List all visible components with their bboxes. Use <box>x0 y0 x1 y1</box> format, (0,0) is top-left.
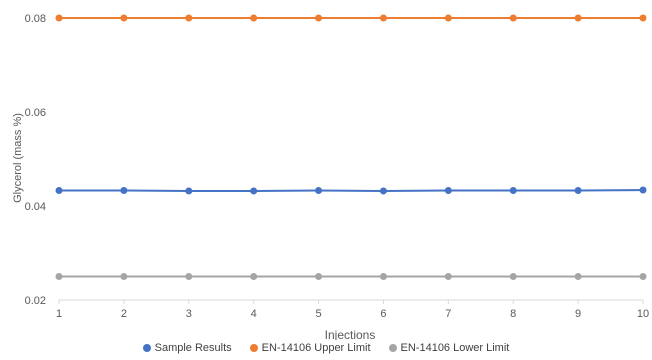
data-point-en-14106-lower-limit <box>509 273 517 280</box>
y-tick-label: 0.02 <box>25 295 46 307</box>
data-point-en-14106-lower-limit <box>379 273 387 280</box>
x-tick-label: 3 <box>186 308 192 320</box>
data-point-en-14106-lower-limit <box>574 273 582 280</box>
data-point-en-14106-upper-limit <box>379 14 387 22</box>
data-point-sample-results <box>574 186 582 194</box>
y-tick-label: 0.04 <box>25 201 46 213</box>
data-point-en-14106-upper-limit <box>444 14 452 22</box>
series-sample-results <box>55 186 647 195</box>
x-axis-label: Injections <box>325 328 376 340</box>
data-point-en-14106-lower-limit <box>315 273 323 280</box>
legend-label: Sample Results <box>154 342 232 354</box>
legend-label: EN-14106 Lower Limit <box>400 342 510 354</box>
y-tick-label: 0.08 <box>25 13 46 25</box>
data-point-en-14106-lower-limit <box>185 273 193 280</box>
axes: 0.02 0.04 0.06 0.08 1 2 3 4 5 6 7 8 9 10 <box>25 13 650 320</box>
x-tick-label: 5 <box>315 308 321 320</box>
data-point-en-14106-lower-limit <box>55 273 63 280</box>
series-en-14106-upper-limit <box>55 14 647 22</box>
x-tick-label: 1 <box>56 308 62 320</box>
series-line-sample-results <box>59 189 644 192</box>
series-layer <box>55 14 647 280</box>
y-tick-label: 0.06 <box>25 107 46 119</box>
data-point-en-14106-upper-limit <box>639 14 647 22</box>
data-point-sample-results <box>315 186 323 194</box>
x-tick-label: 9 <box>575 308 581 320</box>
legend-label: EN-14106 Upper Limit <box>261 342 371 354</box>
x-tick-label: 10 <box>637 308 649 320</box>
data-point-sample-results <box>250 187 258 195</box>
series-en-14106-lower-limit <box>55 273 647 280</box>
x-tick-label: 8 <box>510 308 516 320</box>
legend-marker-icon <box>142 344 151 352</box>
chart-svg: 0.02 0.04 0.06 0.08 1 2 3 4 5 6 7 8 9 10 Glycerol (ma… <box>12 13 650 342</box>
data-point-sample-results <box>509 186 517 194</box>
x-tick-label: 2 <box>121 308 127 320</box>
data-point-en-14106-lower-limit <box>444 273 452 280</box>
data-point-en-14106-lower-limit <box>639 273 647 280</box>
legend: Sample Results EN-14106 Upper Limit EN-141… <box>0 342 652 354</box>
data-point-en-14106-upper-limit <box>250 14 258 22</box>
y-axis-label: Glycerol (mass %) <box>12 113 24 203</box>
legend-item-en-14106-lower-limit: EN-14106 Lower Limit <box>388 342 510 354</box>
data-point-en-14106-upper-limit <box>574 14 582 22</box>
data-point-en-14106-lower-limit <box>120 273 128 280</box>
legend-marker-icon <box>388 344 397 352</box>
data-point-en-14106-upper-limit <box>55 14 63 22</box>
data-point-sample-results <box>120 186 128 194</box>
data-point-sample-results <box>444 186 452 194</box>
x-tick-label: 7 <box>445 308 451 320</box>
x-tick-label: 6 <box>380 308 386 320</box>
legend-item-sample-results: Sample Results <box>142 342 232 354</box>
data-point-sample-results <box>639 186 647 194</box>
legend-marker-icon <box>249 344 258 352</box>
data-point-en-14106-upper-limit <box>185 14 193 22</box>
data-point-en-14106-upper-limit <box>315 14 323 22</box>
data-point-en-14106-lower-limit <box>250 273 258 280</box>
x-tick-label: 4 <box>251 308 257 320</box>
data-point-en-14106-upper-limit <box>509 14 517 22</box>
legend-item-en-14106-upper-limit: EN-14106 Upper Limit <box>249 342 371 354</box>
data-point-sample-results <box>185 187 193 195</box>
data-point-en-14106-upper-limit <box>120 14 128 22</box>
data-point-sample-results <box>379 187 387 195</box>
data-point-sample-results <box>55 186 63 194</box>
